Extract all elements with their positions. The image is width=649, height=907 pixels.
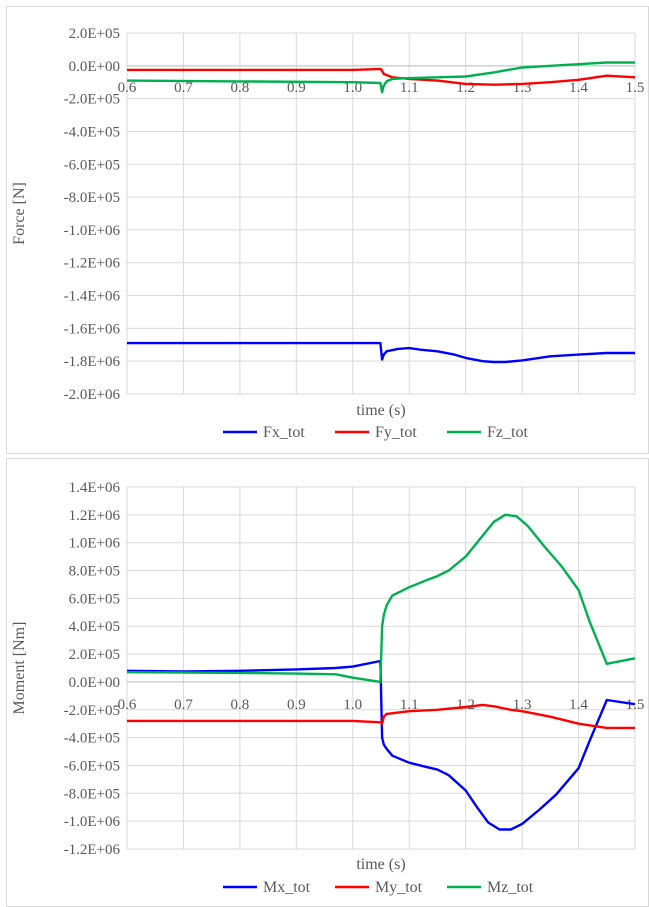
force-legend-label-fz-tot: Fz_tot	[487, 424, 528, 441]
moment-y-tick-label: 1.4E+06	[69, 480, 121, 496]
force-y-axis-title: Force [N]	[11, 182, 28, 245]
moment-x-axis-title: time (s)	[356, 856, 405, 873]
moment-y-tick-label: -1.2E+06	[64, 842, 121, 858]
moment-y-tick-label: -2.0E+05	[64, 703, 120, 719]
force-y-tick-label: -1.4E+06	[64, 289, 121, 305]
force-x-tick-label: 0.8	[231, 80, 250, 96]
moment-series-mz-tot	[126, 513, 636, 684]
moment-y-tick-label: -8.0E+05	[64, 786, 120, 802]
force-series-fy-tot	[127, 67, 636, 86]
force-y-tick-label: -1.6E+06	[64, 321, 121, 337]
force-y-tick-label: -4.0E+05	[64, 124, 120, 140]
moment-y-tick-label: 1.0E+06	[69, 536, 121, 552]
force-x-tick-label: 1.4	[569, 80, 588, 96]
force-legend-label-fy-tot: Fy_tot	[375, 424, 417, 441]
moment-x-tick-label: 1.3	[513, 697, 532, 713]
force-y-tick-label: -2.0E+06	[64, 387, 121, 403]
force-series-fx-tot	[127, 341, 635, 364]
force-y-tick-label: -6.0E+05	[64, 157, 120, 173]
force-x-tick-label: 1.0	[343, 80, 362, 96]
moment-y-tick-label: 2.0E+05	[69, 647, 120, 663]
moment-y-tick-label: 0.0E+00	[69, 675, 120, 691]
moment-chart-panel: 1.4E+06 1.2E+06 1.0E+06 8.0E+05 6.0E+05 4.0E+…	[6, 458, 649, 907]
moment-y-tick-label: 1.2E+06	[69, 508, 121, 524]
force-x-axis-title: time (s)	[356, 402, 405, 419]
force-y-tick-label: -1.0E+06	[64, 223, 121, 239]
moment-y-tick-label: 4.0E+05	[69, 619, 120, 635]
force-y-tick-label: -1.2E+06	[64, 256, 121, 272]
force-y-tick-label: -2.0E+05	[64, 92, 120, 108]
moment-legend-label-mz-tot: Mz_tot	[487, 879, 534, 896]
moment-legend-label-mx-tot: Mx_tot	[263, 879, 311, 896]
force-legend-label-fx-tot: Fx_tot	[263, 424, 305, 441]
force-y-tick-label: -8.0E+05	[64, 190, 120, 206]
moment-series-mx-tot	[126, 659, 636, 831]
moment-x-tick-label: 1.5	[626, 697, 645, 713]
moment-x-tick-label: 0.6	[118, 697, 137, 713]
moment-legend-label-my-tot: My_tot	[375, 879, 423, 896]
moment-x-tick-label: 1.0	[343, 697, 362, 713]
force-y-tick-label: -1.8E+06	[64, 354, 121, 370]
force-x-tick-label: 1.1	[400, 80, 419, 96]
force-x-tick-label: 0.6	[118, 80, 137, 96]
force-chart: 2.0E+05 0.0E+00 -2.0E+05 -4.0E+05 -6.0E+05 -8…	[11, 26, 645, 441]
force-y-tick-label: 2.0E+05	[69, 26, 120, 42]
moment-x-tick-label: 0.7	[174, 697, 193, 713]
moment-x-tick-label: 1.2	[456, 697, 475, 713]
moment-y-tick-label: -6.0E+05	[64, 758, 120, 774]
moment-x-tick-label: 0.9	[287, 697, 306, 713]
force-x-tick-label: 0.7	[174, 80, 193, 96]
moment-x-tick-label: 0.8	[231, 697, 250, 713]
moment-x-tick-label: 1.4	[569, 697, 588, 713]
force-series-fz-tot	[126, 61, 635, 94]
moment-y-axis-title: Moment [Nm]	[11, 622, 28, 715]
moment-x-tick-label: 1.1	[400, 697, 419, 713]
moment-y-tick-label: 6.0E+05	[69, 591, 120, 607]
moment-series-my-tot	[127, 703, 635, 730]
moment-chart: 1.4E+06 1.2E+06 1.0E+06 8.0E+05 6.0E+05 4.0E+…	[11, 480, 645, 896]
force-x-tick-label: 0.9	[287, 80, 306, 96]
moment-y-tick-label: -1.0E+06	[64, 814, 121, 830]
force-y-tick-label: 0.0E+00	[69, 59, 120, 75]
force-chart-panel: 2.0E+05 0.0E+00 -2.0E+05 -4.0E+05 -6.0E+05 -8…	[6, 6, 649, 454]
moment-y-tick-label: -4.0E+05	[64, 731, 120, 747]
moment-y-tick-label: 8.0E+05	[69, 564, 120, 580]
force-x-tick-label: 1.5	[626, 80, 645, 96]
